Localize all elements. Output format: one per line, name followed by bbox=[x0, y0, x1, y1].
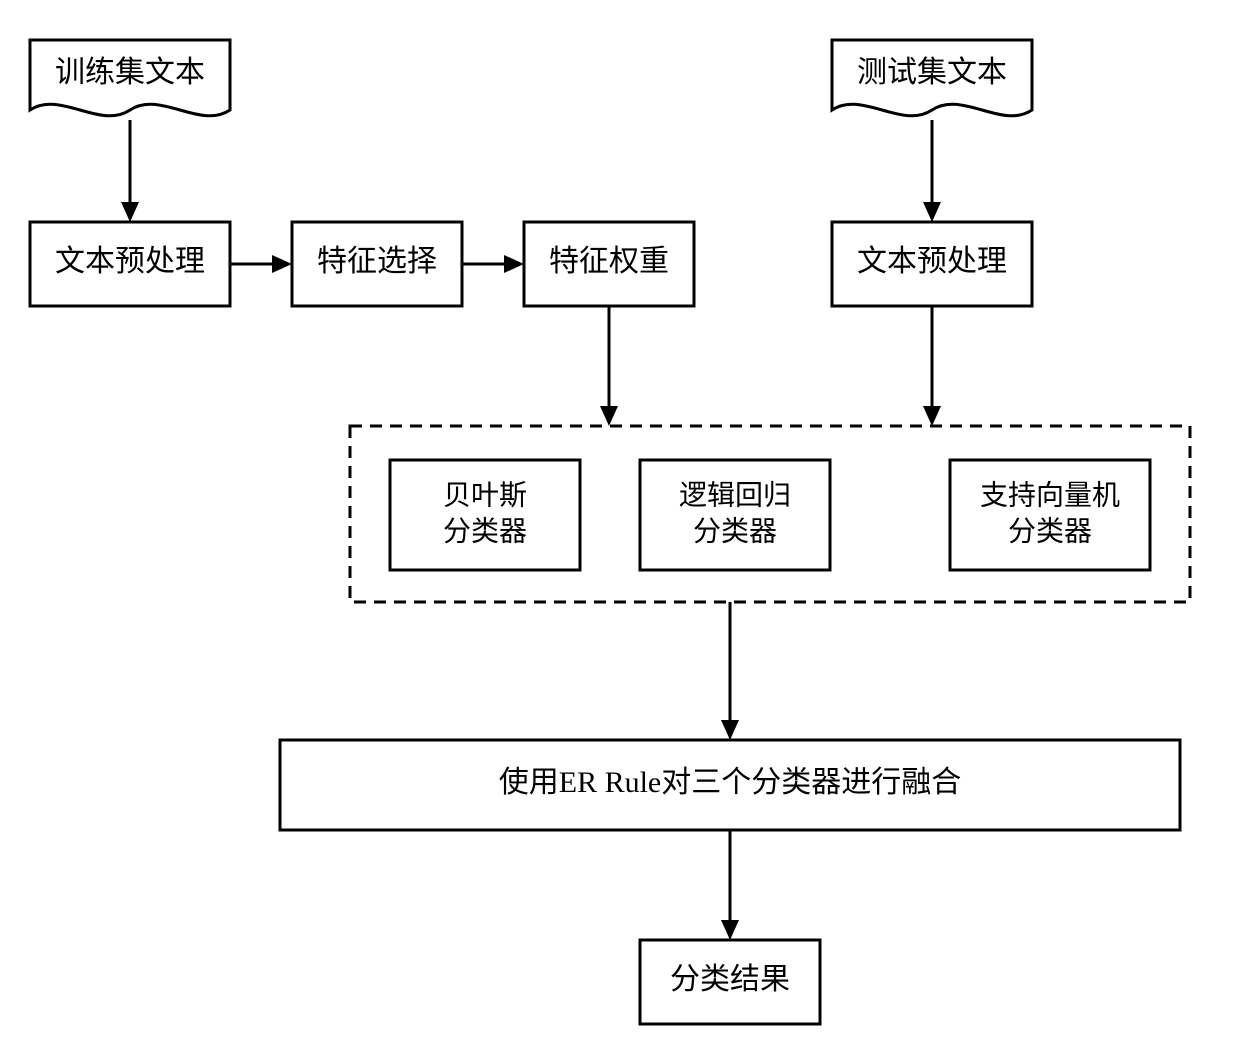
arrow-head-icon bbox=[923, 406, 941, 426]
bayes-label-2: 分类器 bbox=[443, 515, 527, 547]
node-fusion: 使用ER Rule对三个分类器进行融合 bbox=[280, 740, 1180, 830]
fusion-label: 使用ER Rule对三个分类器进行融合 bbox=[499, 766, 962, 799]
node-preprocess-left: 文本预处理 bbox=[30, 222, 230, 306]
feature-weight-label: 特征权重 bbox=[549, 245, 669, 278]
test-doc-label: 测试集文本 bbox=[857, 56, 1007, 89]
feature-select-label: 特征选择 bbox=[317, 245, 437, 278]
logistic-label-2: 分类器 bbox=[693, 515, 777, 547]
svm-label-2: 分类器 bbox=[1008, 515, 1092, 547]
node-result: 分类结果 bbox=[640, 940, 820, 1024]
preprocess-right-label: 文本预处理 bbox=[857, 245, 1007, 278]
preprocess-left-label: 文本预处理 bbox=[55, 245, 205, 278]
logistic-label-1: 逻辑回归 bbox=[679, 479, 791, 511]
arrow-head-icon bbox=[600, 406, 618, 426]
train-doc-label: 训练集文本 bbox=[55, 56, 205, 89]
bayes-label-1: 贝叶斯 bbox=[443, 479, 527, 511]
arrow-head-icon bbox=[923, 202, 941, 222]
arrow-head-icon bbox=[272, 255, 292, 273]
arrow-head-icon bbox=[721, 920, 739, 940]
svm-label-1: 支持向量机 bbox=[980, 479, 1120, 511]
node-feature-select: 特征选择 bbox=[292, 222, 462, 306]
node-train-doc: 训练集文本 bbox=[30, 40, 230, 116]
node-test-doc: 测试集文本 bbox=[832, 40, 1032, 116]
result-label: 分类结果 bbox=[670, 963, 790, 996]
arrow-head-icon bbox=[504, 255, 524, 273]
node-svm: 支持向量机 分类器 bbox=[950, 460, 1150, 570]
arrow-head-icon bbox=[121, 202, 139, 222]
node-feature-weight: 特征权重 bbox=[524, 222, 694, 306]
arrow-head-icon bbox=[721, 720, 739, 740]
node-logistic: 逻辑回归 分类器 bbox=[640, 460, 830, 570]
flowchart-diagram: 训练集文本 测试集文本 文本预处理 特征选择 特征权重 文本预处理 贝叶斯 分类… bbox=[0, 0, 1239, 1041]
node-bayes: 贝叶斯 分类器 bbox=[390, 460, 580, 570]
node-preprocess-right: 文本预处理 bbox=[832, 222, 1032, 306]
